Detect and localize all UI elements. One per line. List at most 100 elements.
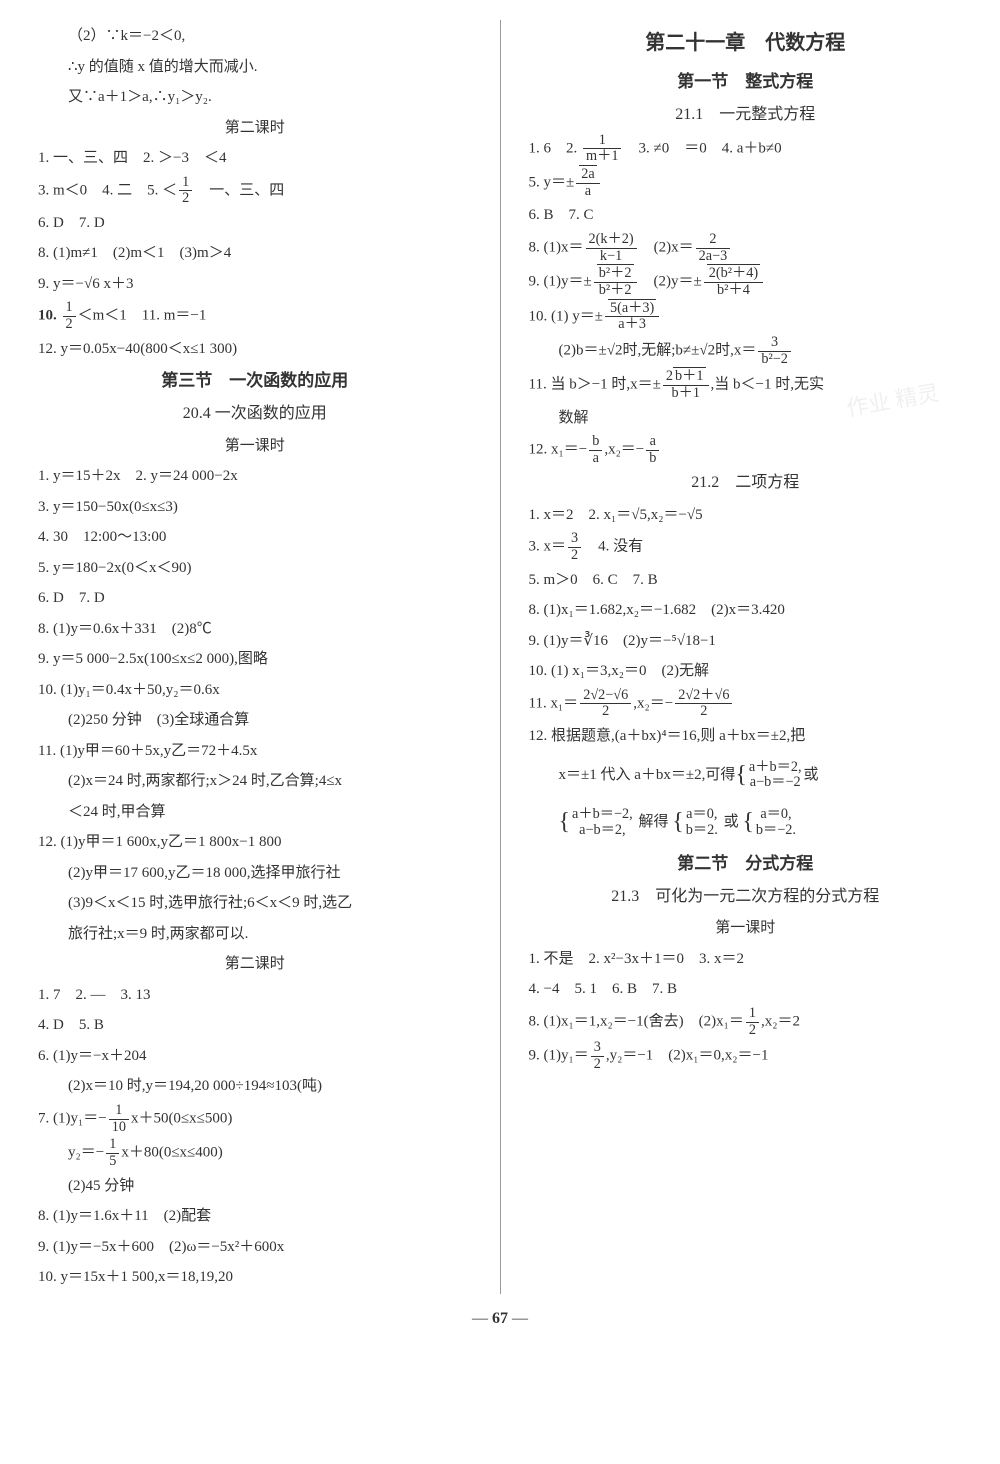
fraction: ba [589, 434, 602, 466]
text-line: (2)250 分钟 (3)全球通合算 [38, 706, 472, 735]
brace-icon: { [559, 809, 571, 835]
fraction: 2b＋1b＋1 [663, 369, 709, 401]
text-line: 9. y＝5 000−2.5x(100≤x≤2 000),图略 [38, 645, 472, 674]
text-line: 9. (1)y＝∛16 (2)y＝−⁵√18−1 [529, 627, 963, 656]
cases: a＋b＝2,a−b＝−2 [749, 760, 802, 791]
text-line: x＝±1 代入 a＋bx＝±2,可得{a＋b＝2,a−b＝−2或 [529, 753, 963, 799]
text: x＋50(0≤x≤500) [131, 1110, 232, 1126]
text: 12. x₁＝− [529, 442, 588, 458]
left-column: （2）∵k＝−2＜0, ∴y 的值随 x 值的增大而减小. 又∵a＋1＞a,∴y… [30, 20, 480, 1294]
text-line: 3. m＜0 4. 二 5. ＜12 一、三、四 [38, 175, 472, 207]
fraction: b²＋2b²＋2 [594, 266, 637, 298]
fraction: 3b²−2 [758, 335, 791, 367]
text-line: 5. y＝180−2x(0＜x＜90) [38, 554, 472, 583]
text-line: 8. (1)m≠1 (2)m＜1 (3)m＞4 [38, 239, 472, 268]
text-line: (2)45 分钟 [38, 1172, 472, 1201]
text-line: 6. D 7. D [38, 209, 472, 238]
fraction: ab [646, 434, 659, 466]
text-line: 3. y＝150−50x(0≤x≤3) [38, 493, 472, 522]
chapter-heading: 第二十一章 代数方程 [529, 24, 963, 62]
text: ,当 b＜−1 时,无实 [711, 377, 824, 393]
section-heading: 第一节 整式方程 [529, 66, 963, 98]
text: 10. [38, 308, 61, 324]
fraction: 12 [63, 300, 76, 332]
text: ＜m＜1 11. m＝−1 [78, 308, 207, 324]
lesson-heading: 第一课时 [38, 432, 472, 461]
text-line: 4. D 5. B [38, 1011, 472, 1040]
fraction: 2√2−√62 [580, 688, 631, 720]
text-line: 9. (1)y＝−5x＋600 (2)ω＝−5x²＋600x [38, 1233, 472, 1262]
text-line: 9. (1)y₁＝32,y₂＝−1 (2)x₁＝0,x₂＝−1 [529, 1040, 963, 1072]
text-line: 6. D 7. D [38, 584, 472, 613]
text: 或 [804, 767, 819, 783]
text-line: ＜24 时,甲合算 [38, 798, 472, 827]
text: (2)y＝± [639, 274, 702, 290]
text-line: 12. y＝0.05x−40(800＜x≤1 300) [38, 335, 472, 364]
fraction: 2√2＋√62 [675, 688, 732, 720]
cases: a＝0,b＝−2. [756, 807, 796, 838]
text: 11. 当 b＞−1 时,x＝± [529, 377, 661, 393]
text: 10. (1) y＝± [529, 308, 603, 324]
text-line: 9. y＝−√6 x＋3 [38, 270, 472, 299]
text: 3. ≠0 ＝0 4. a＋b≠0 [623, 140, 781, 156]
right-column: 作业 精灵 第二十一章 代数方程 第一节 整式方程 21.1 一元整式方程 1.… [521, 20, 971, 1294]
cases: a＋b＝−2,a−b＝2, [572, 807, 633, 838]
text-line: 12. x₁＝−ba,x₂＝−ab [529, 434, 963, 466]
text: 3. m＜0 4. 二 5. ＜ [38, 182, 177, 198]
text-line: 12. (1)y甲＝1 600x,y乙＝1 800x−1 800 [38, 828, 472, 857]
fraction: 2(b²＋4)b²＋4 [704, 266, 763, 298]
text-line: 8. (1)y＝0.6x＋331 (2)8℃ [38, 615, 472, 644]
text: 一、三、四 [194, 182, 284, 198]
text: ,x₂＝− [633, 695, 673, 711]
text-line: 4. −4 5. 1 6. B 7. B [529, 975, 963, 1004]
text-line: 1. 一、三、四 2. ＞−3 ＜4 [38, 144, 472, 173]
text-line: 1. 6 2. 1m＋1 3. ≠0 ＝0 4. a＋b≠0 [529, 133, 963, 165]
column-divider [500, 20, 501, 1294]
text: x＋80(0≤x≤400) [121, 1145, 222, 1161]
text: ,y₂＝−1 (2)x₁＝0,x₂＝−1 [606, 1048, 769, 1064]
fraction: 110 [109, 1103, 129, 1135]
text-line: 8. (1)x＝2(k＋2)k−1 (2)x＝22a−3 [529, 232, 963, 264]
text-line: 又∵a＋1＞a,∴y₁＞y₂. [38, 83, 472, 112]
text: 9. (1)y＝± [529, 274, 592, 290]
text-line: 1. y＝15＋2x 2. y＝24 000−2x [38, 462, 472, 491]
text-line: 10. (1)y₁＝0.4x＋50,y₂＝0.6x [38, 676, 472, 705]
fraction: 32 [591, 1040, 604, 1072]
text-line: 9. (1)y＝±b²＋2b²＋2 (2)y＝±2(b²＋4)b²＋4 [529, 266, 963, 298]
text: 8. (1)x＝ [529, 239, 584, 255]
text-line: 10. (1) x₁＝3,x₂＝0 (2)无解 [529, 657, 963, 686]
subsection-heading: 20.4 一次函数的应用 [38, 399, 472, 429]
text-line: 1. 7 2. — 3. 13 [38, 981, 472, 1010]
fraction: 2aa [576, 167, 599, 199]
brace-icon: { [672, 809, 684, 835]
text: 5. y＝± [529, 175, 575, 191]
text-line: 8. (1)x₁＝1,x₂＝−1(舍去) (2)x₁＝12,x₂＝2 [529, 1006, 963, 1038]
subsection-heading: 21.1 一元整式方程 [529, 100, 963, 130]
text-line: 1. 不是 2. x²−3x＋1＝0 3. x＝2 [529, 945, 963, 974]
text: 或 [724, 814, 739, 830]
text-line: (2)x＝10 时,y＝194,20 000÷194≈103(吨) [38, 1072, 472, 1101]
fraction: 2(k＋2)k−1 [586, 232, 637, 264]
text-line: (2)b＝±√2时,无解;b≠±√2时,x＝3b²−2 [529, 335, 963, 367]
text: 8. (1)x₁＝1,x₂＝−1(舍去) (2)x₁＝ [529, 1014, 744, 1030]
text-line: 11. 当 b＞−1 时,x＝±2b＋1b＋1,当 b＜−1 时,无实 [529, 369, 963, 401]
fraction: 12 [179, 175, 192, 207]
lesson-heading: 第二课时 [38, 114, 472, 143]
text: 1. 6 2. [529, 140, 582, 156]
text-line: 7. (1)y₁＝−110x＋50(0≤x≤500) [38, 1103, 472, 1135]
text-line: (2)x＝24 时,两家都行;x＞24 时,乙合算;4≤x [38, 767, 472, 796]
text: 3. x＝ [529, 539, 567, 555]
page-footer: — 67 — [30, 1304, 970, 1334]
text-line: 8. (1)y＝1.6x＋11 (2)配套 [38, 1202, 472, 1231]
text-line: 旅行社;x＝9 时,两家都可以. [38, 920, 472, 949]
text: 11. x₁＝ [529, 695, 579, 711]
fraction: 12 [746, 1006, 759, 1038]
text-line: 6. (1)y＝−x＋204 [38, 1042, 472, 1071]
lesson-heading: 第一课时 [529, 914, 963, 943]
cases: a＝0,b＝2. [686, 807, 718, 838]
text: (2)b＝±√2时,无解;b≠±√2时,x＝ [559, 343, 757, 359]
text: y₂＝− [68, 1145, 104, 1161]
text-line: 11. (1)y甲＝60＋5x,y乙＝72＋4.5x [38, 737, 472, 766]
text-line: y₂＝−15x＋80(0≤x≤400) [38, 1137, 472, 1169]
text-line: 11. x₁＝2√2−√62,x₂＝−2√2＋√62 [529, 688, 963, 720]
